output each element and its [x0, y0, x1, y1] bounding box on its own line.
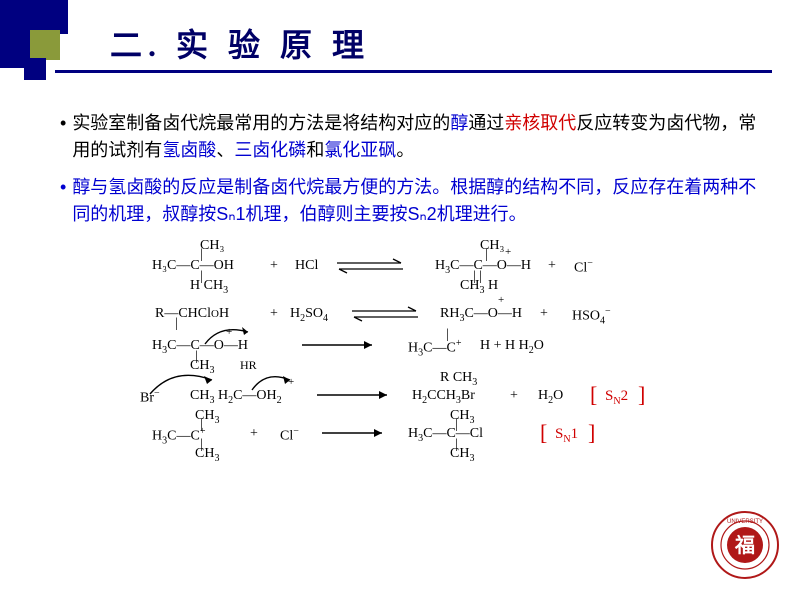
bracket-l: [ [590, 382, 597, 408]
university-seal-icon: 福 UNIVERSITY [710, 510, 780, 580]
forward-arrow [300, 338, 380, 352]
p1-hl4: 三卤化磷 [234, 140, 306, 160]
r1-cl: Cl− [574, 258, 593, 277]
paragraph-1: • 实验室制备卤代烷最常用的方法是将结构对应的醇通过亲核取代反应转变为卤代物，常… [60, 110, 760, 164]
r5-left: H3C—C+ [152, 426, 205, 446]
r1-hcl: HCl [295, 258, 318, 274]
r2-left: R—CHClOH [155, 306, 229, 322]
r1-left: H₃C—C—OH [152, 258, 234, 274]
r5-prod: H3C—C—Cl [408, 426, 483, 444]
bracket-r: ] [638, 382, 645, 408]
bullet-dot: • [60, 174, 66, 228]
r1-plus-charge: + [505, 246, 511, 258]
r1-ch3-top-r: CH₃ [480, 238, 504, 254]
curved-arrow [200, 326, 260, 348]
p1-text: 实验室制备卤代烷最常用的方法是将结构对应的 [72, 113, 450, 133]
r5-ch3t: CH3 [195, 408, 219, 426]
forward-arrow [315, 388, 395, 402]
r1-oxonium: H3C—C—O—H [435, 258, 531, 276]
bracket-r: ] [588, 420, 595, 446]
bracket-l: [ [540, 420, 547, 446]
r2-plus2: + [540, 306, 548, 322]
p1-hl5: 氯化亚砜 [324, 140, 396, 160]
svg-text:UNIVERSITY: UNIVERSITY [727, 519, 763, 525]
r2-right: RH3C—O—H [440, 306, 522, 324]
slide-title: 二. 实 验 原 理 [110, 20, 770, 66]
r4-plus: + [510, 388, 518, 404]
p2-text: 醇与氢卤酸的反应是制备卤代烷最方便的方法。根据醇的结构不同，反应存在着两种不同的… [72, 174, 760, 228]
r5-ch3b-p: CH3 [450, 446, 474, 464]
r1-plus: + [270, 258, 278, 274]
r3-hr: HR [240, 358, 257, 373]
r2-plus: + [270, 306, 278, 322]
equilibrium-arrow [335, 258, 405, 274]
r3-carbocation: H3C—C+ [408, 338, 461, 358]
corner-decoration [0, 0, 100, 95]
r2-bond: | [175, 316, 178, 332]
sn1-label: SN1 [555, 426, 578, 445]
reaction-scheme: CH₃ | H₃C—C—OH | H CH3 + HCl CH₃ | H3C—C… [140, 238, 760, 538]
sn2-label: SN2 [605, 388, 628, 407]
equilibrium-arrow [350, 306, 420, 322]
r2-charge: + [498, 294, 504, 306]
r1-plus2: + [548, 258, 556, 274]
title-underline [55, 70, 772, 73]
paragraph-2: • 醇与氢卤酸的反应是制备卤代烷最方便的方法。根据醇的结构不同，反应存在着两种不… [60, 174, 760, 228]
forward-arrow [320, 426, 390, 440]
r2-hso4: HSO4− [572, 306, 611, 326]
p1-hl2: 亲核取代 [504, 113, 576, 133]
r5-ch3t-p: CH3 [450, 408, 474, 426]
r3-cc-v: | [446, 327, 449, 343]
r1-ch3-top: CH₃ [200, 238, 224, 254]
curved-arrow [248, 374, 296, 396]
r3-tail: H + H H2O [480, 338, 544, 356]
r2-h2so4: H2SO4 [290, 306, 328, 324]
r4-rtop: R CH3 [440, 370, 477, 388]
r1-ch3-bot-r: CH3 H [460, 278, 498, 296]
r5-cl: Cl− [280, 426, 299, 445]
p1-hl3: 氢卤酸 [162, 140, 216, 160]
r4-h2o: H2O [538, 388, 563, 406]
svg-text:福: 福 [734, 534, 755, 557]
r4-prod: H2CCH3Br [412, 388, 475, 406]
r1-ch3-bot: H CH3 [190, 278, 228, 296]
bullet-dot: • [60, 110, 66, 164]
curved-arrow [146, 372, 218, 398]
r5-plus: + [250, 426, 258, 442]
p1-hl1: 醇 [450, 113, 468, 133]
r5-ch3b: CH3 [195, 446, 219, 464]
